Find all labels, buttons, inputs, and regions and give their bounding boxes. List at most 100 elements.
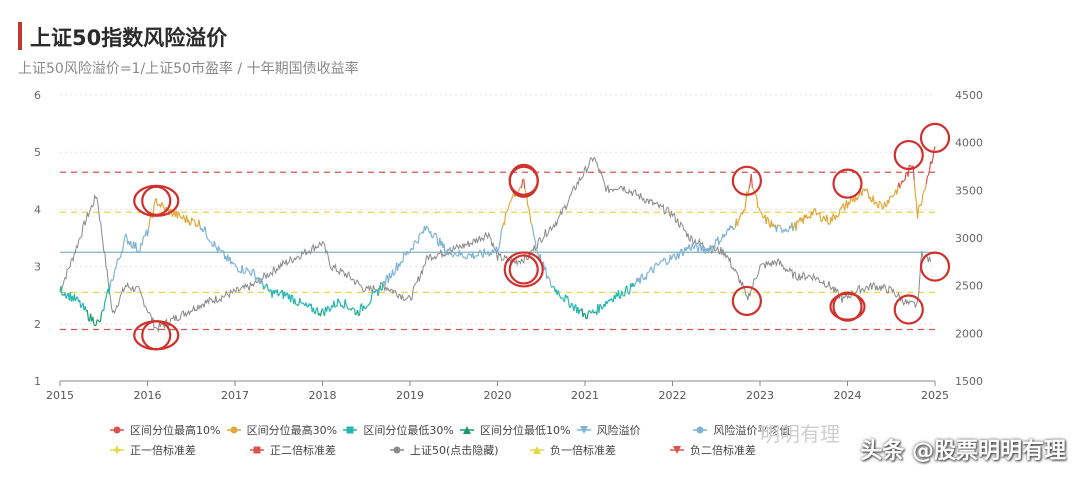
series-segment-risk-premium — [399, 261, 402, 267]
series-segment-risk-premium — [797, 220, 800, 223]
series-segment-risk-premium — [464, 256, 467, 259]
legend-item[interactable]: 风险溢价 — [576, 422, 694, 438]
series-segment-risk-premium — [84, 306, 87, 312]
series-segment-risk-premium — [606, 300, 609, 304]
series-segment-risk-premium — [838, 207, 841, 214]
highlight-circle — [141, 320, 172, 351]
series-segment-risk-premium — [671, 254, 675, 257]
series-segment-risk-premium — [523, 179, 526, 189]
series-segment-risk-premium — [866, 189, 869, 193]
series-segment-risk-premium — [393, 270, 397, 275]
legend-row: 正一倍标准差 正二倍标准差 上证50(点击隐藏) 负一倍标准差 负二倍标准差 — [110, 440, 810, 460]
legend-item[interactable]: 负一倍标准差 — [530, 442, 670, 458]
legend-label: 风险溢价 — [596, 424, 641, 437]
series-segment-risk-premium — [695, 242, 698, 249]
series-segment-risk-premium — [302, 302, 305, 305]
series-segment-risk-premium — [186, 215, 189, 223]
series-segment-risk-premium — [870, 200, 873, 203]
series-segment-risk-premium — [214, 245, 217, 249]
series-segment-risk-premium — [691, 243, 694, 247]
series-segment-risk-premium — [408, 251, 411, 253]
series-segment-risk-premium — [593, 311, 596, 314]
series-segment-risk-premium — [922, 189, 925, 195]
legend-item[interactable]: 区间分位最高30% — [226, 422, 344, 438]
series-segment-risk-premium — [305, 302, 308, 308]
series-segment-risk-premium — [531, 224, 534, 230]
series-segment-risk-premium — [533, 235, 536, 240]
x-tick-label: 2015 — [46, 389, 74, 402]
y-right-tick-label: 3000 — [955, 232, 983, 245]
series-segment-risk-premium — [289, 294, 293, 303]
series-segment-risk-premium — [206, 237, 209, 240]
series-segment-risk-premium — [526, 195, 529, 207]
legend-symbol-icon — [460, 423, 475, 437]
series-segment-risk-premium — [883, 201, 887, 207]
legend-item[interactable]: 正二倍标准差 — [250, 442, 390, 458]
series-segment-risk-premium — [762, 216, 765, 219]
series-segment-risk-premium — [658, 263, 661, 266]
y-right-tick-label: 4500 — [955, 89, 983, 102]
series-segment-risk-premium — [909, 164, 912, 167]
series-segment-risk-premium — [748, 183, 751, 189]
series-segment-risk-premium — [914, 193, 918, 203]
legend-label: 风险溢价平均值 — [713, 424, 791, 437]
series-segment-risk-premium — [785, 228, 788, 232]
series-segment-risk-premium — [480, 251, 483, 257]
series-segment-risk-premium — [142, 235, 145, 238]
series-segment-risk-premium — [94, 324, 97, 327]
series-segment-risk-premium — [479, 249, 482, 253]
series-segment-risk-premium — [873, 202, 876, 205]
series-segment-risk-premium — [524, 188, 527, 194]
series-segment-risk-premium — [558, 294, 561, 298]
series-segment-risk-premium — [584, 313, 587, 320]
series-segment-risk-premium — [466, 255, 469, 260]
series-segment-risk-premium — [365, 306, 368, 310]
legend-item[interactable]: 上证50(点击隐藏) — [390, 442, 530, 458]
series-segment-risk-premium — [337, 298, 340, 303]
series-segment-risk-premium — [460, 252, 464, 257]
legend-item[interactable]: 区间分位最低10% — [460, 422, 577, 438]
legend-item[interactable]: 区间分位最高10% — [110, 422, 227, 438]
series-segment-risk-premium — [778, 224, 781, 227]
series-segment-risk-premium — [827, 222, 830, 225]
series-segment-risk-premium — [837, 213, 840, 218]
series-segment-risk-premium — [828, 223, 831, 226]
legend-label: 正二倍标准差 — [270, 444, 336, 457]
series-segment-risk-premium — [354, 312, 357, 316]
legend-item[interactable]: 风险溢价平均值 — [693, 422, 810, 438]
series-segment-risk-premium — [358, 314, 360, 317]
series-segment-risk-premium — [474, 255, 477, 258]
series-segment-risk-premium — [888, 197, 891, 204]
legend-item[interactable]: 正一倍标准差 — [110, 442, 250, 458]
series-segment-risk-premium — [452, 253, 455, 257]
series-segment-risk-premium — [792, 226, 795, 232]
legend-label: 区间分位最高10% — [130, 424, 221, 437]
series-segment-risk-premium — [402, 252, 405, 263]
series-segment-risk-premium — [220, 249, 223, 252]
series-segment-risk-premium — [177, 211, 180, 215]
chart-subtitle: 上证50风险溢价=1/上证50市盈率 / 十年期国债收益率 — [18, 61, 359, 77]
series-segment-risk-premium — [795, 220, 798, 231]
series-segment-risk-premium — [248, 271, 252, 276]
series-segment-risk-premium — [843, 205, 847, 211]
series-segment-risk-premium — [208, 240, 211, 243]
series-segment-risk-premium — [353, 308, 357, 316]
series-segment-risk-premium — [403, 252, 406, 255]
series-segment-risk-premium — [494, 249, 496, 251]
legend-item[interactable]: 负二倍标准差 — [670, 442, 810, 458]
series-segment-risk-premium — [250, 269, 254, 276]
highlight-circle — [731, 285, 762, 317]
series-segment-risk-premium — [751, 187, 754, 190]
series-segment-risk-premium — [412, 242, 415, 250]
series-segment-risk-premium — [194, 220, 197, 227]
series-segment-risk-premium — [104, 298, 107, 302]
series-segment-risk-premium — [510, 198, 513, 203]
legend-item[interactable]: 区间分位最低30% — [343, 422, 460, 438]
y-left-tick-label: 4 — [34, 203, 41, 216]
series-segment-risk-premium — [766, 216, 769, 219]
series-segment-risk-premium — [650, 266, 654, 272]
watermark-faint: 明明有理 — [760, 422, 840, 446]
series-segment-risk-premium — [561, 297, 564, 300]
series-segment-risk-premium — [483, 248, 486, 254]
series-segment-risk-premium — [673, 253, 677, 260]
